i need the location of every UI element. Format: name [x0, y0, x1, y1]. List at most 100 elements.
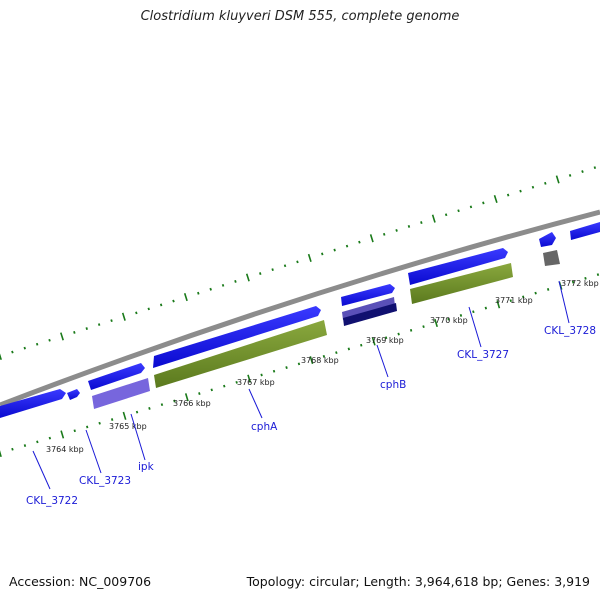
outer-tick — [482, 201, 485, 205]
outer-tick — [73, 331, 76, 334]
inner-tick — [584, 276, 587, 280]
cds-ipk[interactable] — [92, 378, 150, 409]
outer-tick — [407, 225, 411, 228]
inner-tick — [36, 440, 39, 444]
inner-tick — [285, 366, 288, 369]
outer-tick — [555, 175, 560, 184]
inner-tick — [534, 291, 537, 295]
outer-tick — [581, 170, 584, 173]
gene-arrow-ckl-3728-a[interactable] — [539, 232, 556, 247]
outer-tick — [457, 209, 460, 213]
inner-tick — [235, 380, 238, 384]
outer-tick — [321, 252, 324, 256]
outer-tick — [369, 234, 374, 243]
inner-tick — [546, 288, 550, 291]
outer-tick — [11, 350, 14, 354]
gene-label-ckl-3727[interactable]: CKL_3727 — [457, 349, 509, 361]
cds-cphB-lower[interactable] — [343, 303, 397, 326]
gene-track — [0, 222, 600, 418]
outer-tick — [493, 194, 498, 204]
gene-label-ckl-3723[interactable]: CKL_3723 — [79, 475, 131, 487]
gene-arrow-ckl-3723[interactable] — [67, 389, 80, 400]
cds-ckl-3728[interactable] — [543, 250, 560, 266]
scale-label-3772: 3772 kbp — [561, 279, 599, 288]
gene-arrow-cphB[interactable] — [341, 284, 395, 306]
outer-tick — [259, 272, 262, 275]
inner-tick — [571, 280, 575, 284]
leader-ckl-3722 — [32, 450, 51, 490]
inner-tick — [422, 325, 425, 329]
gene-labels: CKL_3722 CKL_3723 ipk cphA cphB CKL_3727… — [26, 325, 596, 507]
outer-tick — [0, 353, 2, 361]
outer-tick — [35, 342, 39, 346]
gene-arrow-ckl-3727[interactable] — [408, 248, 508, 285]
inner-tick — [397, 332, 400, 336]
inner-tick — [110, 418, 114, 421]
outer-tick — [221, 283, 225, 287]
outer-tick — [85, 327, 88, 330]
gene-arrow-ckl-3728-b[interactable] — [570, 222, 600, 240]
inner-tick — [173, 399, 176, 403]
gene-label-ckl-3722[interactable]: CKL_3722 — [26, 495, 78, 507]
outer-tick — [97, 323, 101, 326]
leader-cphA — [248, 388, 263, 419]
cds-cphB-upper[interactable] — [342, 297, 395, 320]
inner-tick — [484, 306, 488, 310]
cds-ckl-3727[interactable] — [410, 263, 513, 304]
outer-tick — [506, 193, 510, 197]
inner-tick — [122, 411, 127, 420]
outer-tick — [245, 273, 250, 282]
outer-tick — [544, 181, 547, 185]
outer-tick — [395, 229, 398, 232]
topology-text: Topology: circular; Length: 3,964,618 bp… — [246, 574, 590, 589]
leader-ckl-3727 — [468, 306, 482, 348]
inner-tick — [23, 444, 27, 447]
inner-tick — [447, 317, 450, 321]
inner-tick — [309, 356, 314, 365]
outer-tick — [23, 346, 26, 350]
inner-tick-track — [0, 273, 600, 458]
cds-track — [92, 250, 560, 409]
outer-tick — [568, 174, 572, 177]
outer-tick — [209, 287, 212, 291]
inner-tick — [60, 430, 65, 439]
outer-tick — [172, 299, 175, 303]
inner-tick — [347, 347, 351, 351]
inner-tick — [459, 314, 463, 317]
inner-tick — [73, 429, 76, 433]
outer-tick — [345, 244, 349, 248]
outer-tick — [183, 293, 188, 302]
scale-label-3770: 3770 kbp — [430, 316, 468, 325]
scale-labels: 3764 kbp 3765 kbp 3766 kbp 3767 kbp 3768… — [46, 279, 599, 454]
cds-cphA[interactable] — [154, 320, 327, 388]
gene-label-cphA[interactable]: cphA — [251, 421, 278, 433]
inner-tick — [98, 421, 101, 425]
outer-tick — [121, 312, 126, 321]
scale-label-3768: 3768 kbp — [301, 356, 339, 365]
inner-tick — [434, 318, 438, 328]
inner-tick — [509, 299, 512, 303]
inner-tick — [198, 392, 201, 395]
inner-tick — [160, 403, 164, 407]
leader-ckl-3728 — [558, 280, 570, 324]
outer-tick — [234, 280, 237, 283]
outer-tick — [197, 291, 200, 295]
inner-tick — [247, 374, 252, 383]
gene-label-cphB[interactable]: cphB — [380, 379, 406, 391]
scale-label-3765: 3765 kbp — [109, 422, 147, 431]
gene-label-ckl-3728[interactable]: CKL_3728 — [544, 325, 596, 337]
inner-tick — [522, 295, 525, 299]
scale-label-3771: 3771 kbp — [495, 296, 533, 305]
inner-tick — [148, 407, 151, 410]
outer-tick — [135, 311, 138, 315]
gene-label-ipk[interactable]: ipk — [138, 461, 155, 473]
inner-tick — [472, 310, 475, 314]
inner-tick — [384, 336, 388, 340]
gene-arrow-cphA[interactable] — [153, 306, 321, 368]
gene-arrow-ckl-3722[interactable] — [0, 389, 66, 418]
label-leaders — [32, 280, 570, 490]
gene-arrow-ipk[interactable] — [88, 363, 145, 390]
outer-tick — [519, 189, 522, 193]
outer-tick — [420, 221, 423, 224]
